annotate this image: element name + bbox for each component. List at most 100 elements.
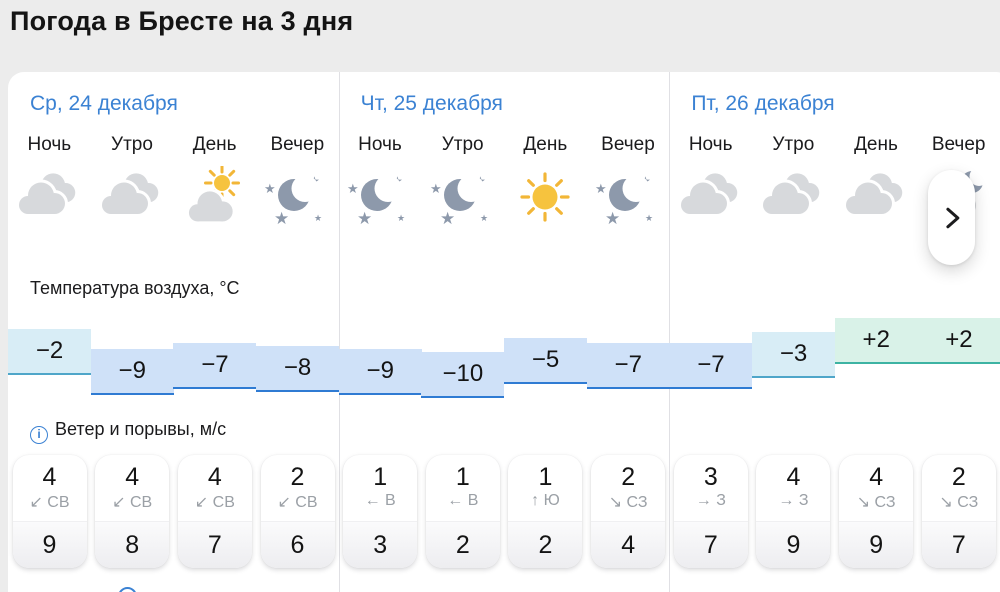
wind-direction: ↙ СВ [277, 494, 318, 511]
wind-gust: 7 [921, 521, 996, 568]
weather-icon-partly-cloudy-day [182, 165, 248, 232]
column-separator [669, 72, 671, 592]
wind-speed: 4 [125, 463, 140, 491]
weather-icon-cloudy [99, 166, 165, 232]
time-label: Вечер [601, 134, 655, 155]
wind-speed: 2 [951, 463, 966, 491]
wind-direction: ↘ СЗ [856, 494, 896, 511]
wind-direction: ↘ СЗ [608, 494, 648, 511]
temp-block: −8 [256, 346, 340, 392]
weather-icon-cloudy [760, 166, 826, 232]
wind-card: 2 ↘ СЗ 4 [591, 455, 666, 568]
time-label: Ночь [27, 134, 72, 155]
svg-text:★: ★ [314, 214, 322, 224]
temp-block: −9 [90, 348, 174, 395]
wind-direction: ← В [447, 492, 479, 509]
wind-gust: 6 [260, 521, 335, 568]
wind-speed: 1 [455, 463, 470, 491]
day-date: Ср, 24 декабря [30, 92, 178, 115]
wind-speed: 2 [290, 463, 305, 491]
wind-speed: 4 [786, 463, 801, 491]
weather-icon-sunny [512, 166, 578, 232]
svg-text:★: ★ [605, 209, 620, 229]
wind-speed: 1 [538, 463, 553, 491]
svg-text:★: ★ [274, 209, 289, 229]
wind-direction: ↙ СВ [29, 494, 70, 511]
svg-text:★: ★ [264, 182, 276, 197]
svg-text:★: ★ [480, 214, 488, 224]
wind-gust: 4 [591, 521, 666, 568]
wind-direction: → З [695, 492, 726, 509]
wind-card: 1 ↑ Ю 2 [508, 455, 583, 568]
chevron-right-icon [938, 204, 966, 232]
wind-gust: 9 [839, 521, 914, 568]
wind-speed: 2 [621, 463, 636, 491]
time-label: Вечер [270, 134, 325, 155]
temp-block: −7 [586, 343, 670, 390]
weather-icon-clear-night: ★★★★ [430, 166, 496, 232]
column-separator [338, 72, 340, 592]
wind-card: 1 ← В 2 [425, 455, 500, 568]
svg-text:★: ★ [357, 209, 372, 229]
time-label: Утро [441, 134, 484, 155]
wind-gust: 7 [177, 521, 252, 568]
wind-card: 4 ↙ СВ 7 [177, 455, 252, 568]
wind-direction: → З [778, 492, 809, 509]
wind-gust: 8 [95, 521, 170, 568]
svg-text:★: ★ [440, 209, 455, 229]
wind-gust: 9 [12, 521, 87, 568]
wind-direction: ↑ Ю [531, 492, 560, 509]
temp-block: −10 [421, 351, 505, 398]
weather-icon-clear-night: ★★★★ [595, 166, 661, 232]
wind-speed: 4 [207, 463, 222, 491]
wind-card: 4 ↘ СЗ 9 [839, 455, 914, 568]
day-column-1: Ср, 24 декабря Ночь −2 4 ↙ СВ 9 Утро −9 4 ↙ СВ 8 Де… [8, 72, 340, 592]
wind-speed: 4 [869, 463, 884, 491]
time-label: День [523, 134, 568, 155]
weather-icon-cloudy [842, 166, 909, 232]
wind-speed: 3 [703, 463, 718, 491]
temp-block: −7 [669, 343, 753, 390]
time-label: Вечер [931, 134, 986, 155]
temp-block: −3 [751, 332, 836, 378]
time-label: День [854, 134, 898, 155]
wind-gust: 9 [756, 521, 831, 568]
day-column-3: Пт, 26 декабря Ночь −7 3 → З 7 Утро −3 4 → З 9 День… [669, 72, 1000, 592]
wind-card: 1 ← В 3 [343, 455, 418, 568]
weather-icon-clear-night: ★★★★ [347, 166, 413, 232]
wind-direction: ↙ СВ [194, 494, 235, 511]
svg-text:★: ★ [595, 182, 607, 197]
wind-direction: ← В [364, 492, 396, 509]
temp-block: +2 [834, 318, 918, 364]
temp-block: −7 [173, 343, 257, 390]
wind-card: 4 → З 9 [756, 455, 831, 568]
weather-icon-cloudy [677, 166, 744, 232]
wind-gust: 7 [673, 521, 748, 568]
day-date: Пт, 26 декабря [691, 92, 835, 115]
time-label: Утро [111, 134, 153, 155]
svg-text:★: ★ [645, 214, 653, 224]
wind-gust: 3 [343, 521, 418, 568]
temp-block: +2 [917, 318, 1000, 364]
time-label: Ночь [688, 134, 733, 155]
wind-card: 4 ↙ СВ 8 [95, 455, 170, 568]
wind-section-label: i Ветер и порывы, м/с [30, 419, 226, 444]
forecast-card: Температура воздуха, °C i Ветер и порывы,… [8, 72, 1000, 592]
temp-block: −2 [8, 329, 92, 376]
weather-icon-cloudy [16, 166, 82, 232]
wind-card: 2 ↘ СЗ 7 [921, 455, 996, 568]
time-label: Ночь [358, 134, 402, 155]
wind-card: 3 → З 7 [673, 455, 748, 568]
page-title: Погода в Бресте на 3 дня [10, 6, 354, 36]
wind-gust: 2 [425, 521, 500, 568]
next-days-button[interactable] [928, 170, 975, 265]
temp-block: −9 [338, 348, 422, 395]
info-icon[interactable]: i [30, 426, 48, 444]
wind-speed: 4 [42, 463, 57, 491]
day-date: Чт, 25 декабря [360, 92, 503, 115]
time-label: День [192, 134, 237, 155]
time-label: Утро [772, 134, 815, 155]
svg-text:★: ★ [397, 214, 405, 224]
temp-block: −5 [503, 337, 588, 384]
